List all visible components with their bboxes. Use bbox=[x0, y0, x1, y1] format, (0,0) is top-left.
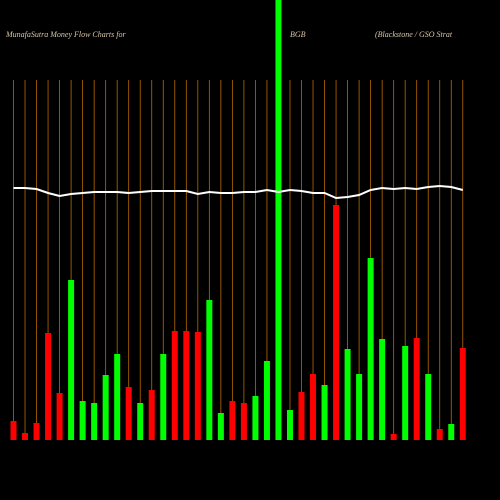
bar bbox=[217, 413, 224, 440]
bar bbox=[68, 280, 75, 440]
money-flow-line bbox=[13, 184, 464, 200]
bar bbox=[286, 410, 293, 440]
bar bbox=[171, 331, 178, 440]
bar bbox=[390, 434, 397, 440]
bar bbox=[459, 348, 466, 440]
bar bbox=[252, 396, 259, 440]
bar bbox=[206, 300, 213, 440]
bar bbox=[183, 331, 190, 440]
bar bbox=[333, 205, 340, 440]
bar bbox=[22, 433, 29, 440]
bar bbox=[321, 385, 328, 440]
bar bbox=[160, 354, 167, 440]
bar bbox=[402, 346, 409, 440]
chart-title: MunafaSutra Money Flow Charts for bbox=[5, 30, 126, 39]
bar bbox=[194, 332, 201, 440]
bar bbox=[137, 403, 144, 440]
bar bbox=[229, 401, 236, 440]
bar bbox=[33, 423, 40, 440]
bar bbox=[356, 374, 363, 440]
bar bbox=[125, 387, 132, 440]
ticker: BGB bbox=[290, 30, 306, 39]
bar bbox=[114, 354, 121, 440]
bar bbox=[263, 361, 270, 440]
bar bbox=[310, 374, 317, 440]
bar bbox=[436, 429, 443, 440]
bar bbox=[448, 424, 455, 440]
bar bbox=[79, 401, 86, 440]
bar bbox=[367, 258, 374, 440]
bar bbox=[298, 392, 305, 440]
bar bbox=[102, 375, 109, 440]
bar bbox=[148, 390, 155, 440]
bar bbox=[240, 403, 247, 440]
bar bbox=[379, 339, 386, 440]
bar bbox=[45, 333, 52, 440]
company: (Blackstone / GSO Strat bbox=[375, 30, 453, 39]
bar bbox=[56, 393, 63, 440]
bar bbox=[344, 349, 351, 440]
bar bbox=[425, 374, 432, 440]
bar bbox=[10, 421, 17, 440]
bar bbox=[275, 0, 282, 440]
bar bbox=[413, 338, 420, 440]
bar bbox=[91, 403, 98, 440]
